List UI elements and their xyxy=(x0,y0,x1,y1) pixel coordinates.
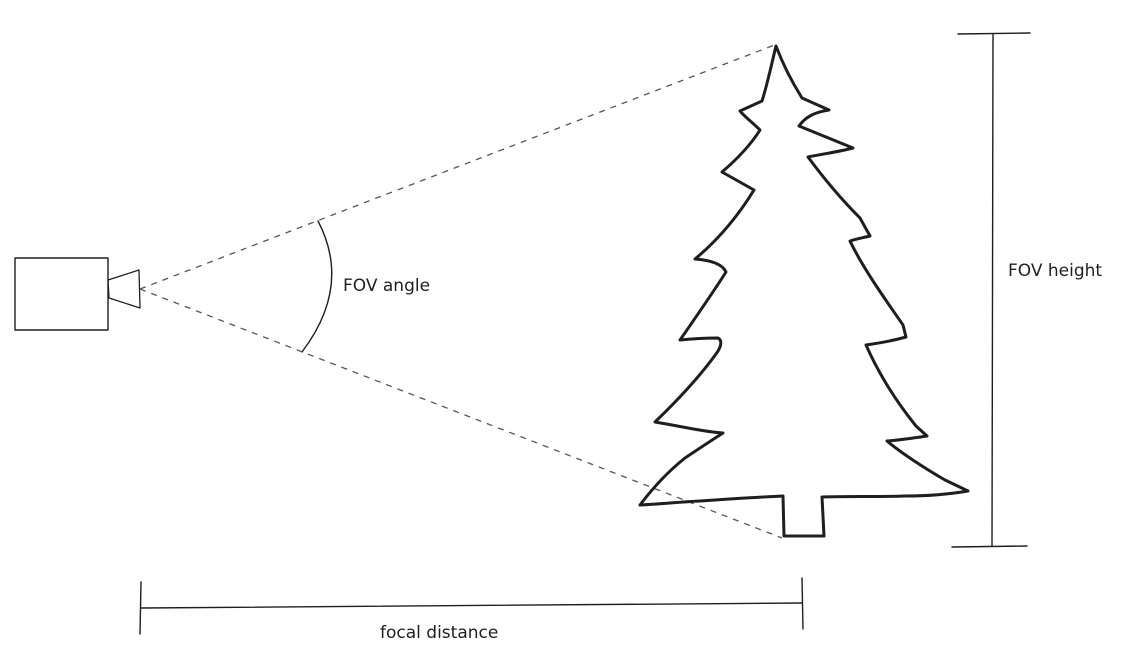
fov-rays xyxy=(139,43,783,539)
focal-distance-label: focal distance xyxy=(380,623,498,643)
focal-distance-cap-right xyxy=(801,577,804,630)
focal-distance-dimension xyxy=(139,577,804,635)
fov-angle-arc xyxy=(301,220,333,353)
fov-ray-top xyxy=(139,43,778,290)
camera-body xyxy=(14,257,109,331)
camera-icon xyxy=(14,257,141,331)
focal-distance-line xyxy=(140,602,803,609)
fov-height-cap-bottom xyxy=(951,545,1028,548)
camera-lens xyxy=(107,269,141,309)
fov-angle-label: FOV angle xyxy=(343,276,430,296)
fov-height-cap-top xyxy=(957,32,1031,35)
fov-height-label: FOV height xyxy=(1008,261,1102,281)
pine-tree-icon xyxy=(638,44,970,538)
fov-height-line xyxy=(991,33,994,547)
fov-height-dimension xyxy=(951,32,1031,548)
